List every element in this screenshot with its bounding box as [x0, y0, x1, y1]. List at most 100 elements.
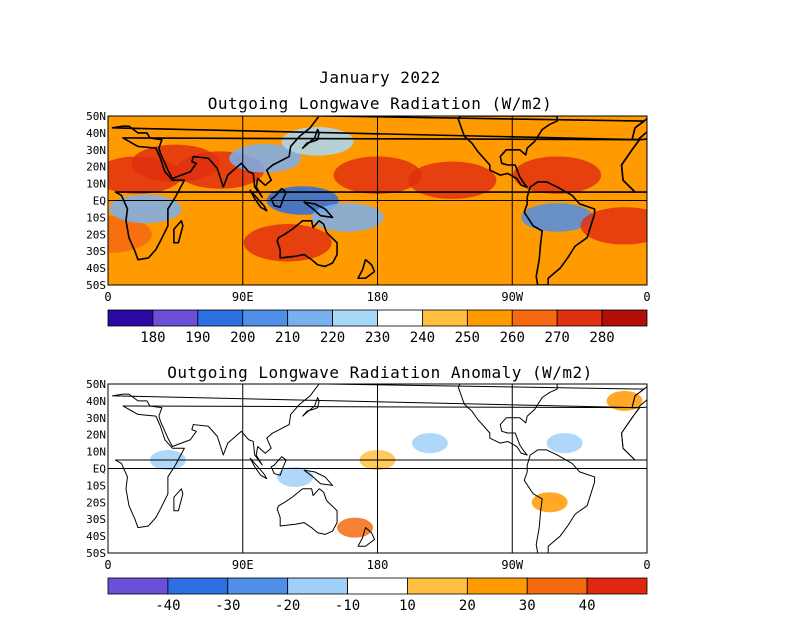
coastline: [301, 128, 320, 149]
y-tick-label: 30N: [86, 144, 106, 157]
colorbar-label: 280: [589, 330, 614, 346]
colorbar-swatch: [332, 309, 378, 327]
y-tick-label: 10S: [86, 211, 106, 224]
x-tick-label: 90E: [232, 558, 254, 572]
coastline: [270, 187, 287, 209]
coastline: [457, 116, 558, 188]
colorbar-swatch: [107, 577, 169, 595]
data-field: [108, 127, 647, 262]
colorbar-label: 200: [230, 330, 255, 346]
colorbar-swatch: [242, 309, 289, 327]
colorbar-swatch: [466, 309, 513, 327]
data-cell: [277, 466, 314, 487]
data-cell: [337, 517, 374, 538]
colorbar-label: -20: [275, 598, 300, 614]
colorbar-label: 260: [500, 330, 525, 346]
colorbar-swatch: [466, 577, 528, 595]
colorbar-swatch: [227, 577, 289, 595]
coastline: [114, 137, 641, 261]
x-tick-label: 0: [643, 558, 650, 572]
colorbar-labels: 180 190 200 210 220 230 240 250 260 270 280: [140, 330, 614, 346]
colorbar-swatch: [167, 577, 229, 595]
colorbar-label: 250: [455, 330, 480, 346]
y-tick-label: 10N: [86, 178, 106, 191]
colorbar-swatch: [377, 309, 423, 327]
data-cell: [229, 143, 302, 173]
data-cell: [281, 127, 354, 156]
colorbar-swatch: [197, 309, 244, 327]
data-cell: [109, 194, 182, 224]
data-cell: [513, 156, 602, 194]
colorbar-swatch: [287, 577, 348, 595]
x-ticks: 0 90E 180 90W 0: [104, 558, 650, 572]
coastline: [302, 397, 320, 417]
coastline: [523, 181, 596, 285]
coastline: [631, 117, 647, 141]
colorbar-label: -40: [155, 598, 180, 614]
coastlines-wrap: [620, 117, 647, 193]
colorbar-swatch: [601, 309, 648, 327]
y-tick-label: 50N: [86, 378, 106, 391]
coastline: [523, 449, 596, 553]
coastline: [249, 189, 268, 212]
y-tick-label: 30S: [86, 513, 106, 526]
coastline: [357, 527, 376, 547]
colorbar-label: 10: [399, 598, 416, 614]
coastlines: [111, 116, 645, 285]
coastline: [276, 219, 338, 268]
data-cell: [408, 161, 497, 199]
colorbar-swatch: [511, 309, 558, 327]
x-ticks: 0 90E 180 90W 0: [104, 290, 650, 304]
x-tick-label: 0: [643, 290, 650, 304]
x-tick-label: 0: [104, 558, 111, 572]
coastline: [303, 469, 334, 486]
colorbar-label: 220: [320, 330, 345, 346]
coastline: [457, 384, 558, 456]
colorbar-0: 180 190 200 210 220 230 240 250 260 270 280: [107, 309, 648, 346]
coastline: [303, 201, 334, 219]
x-tick-label: 180: [367, 290, 389, 304]
data-cell: [311, 203, 384, 232]
y-tick-label: 20S: [86, 496, 106, 509]
coastline: [270, 456, 287, 476]
colorbar-swatch: [556, 309, 603, 327]
colorbar-label: 40: [579, 598, 596, 614]
colorbar-label: 240: [410, 330, 435, 346]
date-title: January 2022: [319, 68, 441, 87]
y-tick-label: 30N: [86, 412, 106, 425]
colorbar-label: 190: [185, 330, 210, 346]
y-tick-label: 20N: [86, 429, 106, 442]
anomaly-title: Outgoing Longwave Radiation Anomaly (W/m…: [167, 363, 593, 382]
data-cell: [580, 207, 647, 245]
y-ticks: 50N 40N 30N 20N 10N EQ 10S 20S 30S 40S 50S: [86, 110, 106, 292]
colorbar-swatch: [152, 309, 199, 327]
colorbar-label: 230: [365, 330, 390, 346]
x-tick-label: 90E: [232, 290, 254, 304]
colorbar-label: 210: [275, 330, 300, 346]
y-tick-label: 10S: [86, 479, 106, 492]
colorbar-swatch: [422, 309, 468, 327]
y-tick-label: 20S: [86, 228, 106, 241]
y-tick-label: EQ: [93, 195, 106, 208]
colorbar-swatch: [407, 577, 468, 595]
coastline: [173, 219, 184, 244]
y-tick-label: 20N: [86, 161, 106, 174]
colorbar-swatch: [107, 309, 154, 327]
plot-frame: [107, 383, 648, 554]
colorbar-1: -40 -30 -20 -10 10 20 30 40: [107, 577, 648, 614]
colorbar-swatch: [586, 577, 648, 595]
colorbar-label: 20: [459, 598, 476, 614]
colorbar-label: 270: [545, 330, 570, 346]
y-tick-label: 40S: [86, 262, 106, 275]
coastline: [111, 116, 645, 198]
y-tick-label: 10N: [86, 446, 106, 459]
y-tick-label: 40N: [86, 127, 106, 140]
x-tick-label: 90W: [501, 290, 523, 304]
data-cell: [606, 390, 643, 411]
colorbar-label: 180: [140, 330, 165, 346]
coastline: [111, 384, 645, 466]
olr-title: Outgoing Longwave Radiation (W/m2): [207, 94, 553, 113]
y-ticks: 50N 40N 30N 20N 10N EQ 10S 20S 30S 40S 50S: [86, 378, 106, 560]
